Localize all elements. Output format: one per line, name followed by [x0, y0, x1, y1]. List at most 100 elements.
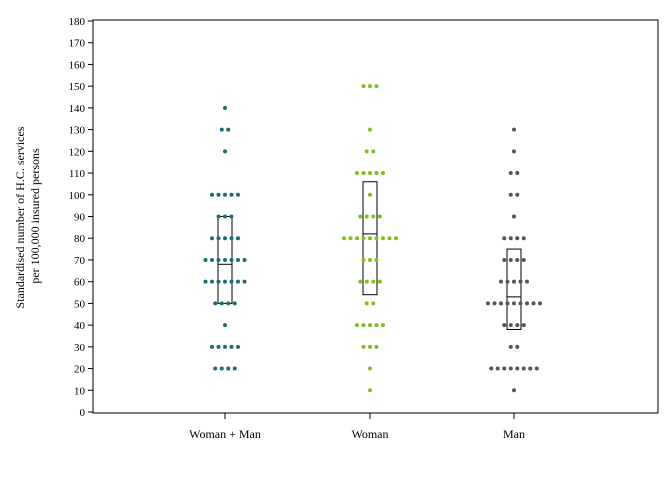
data-point — [232, 301, 237, 306]
y-tick-label: 180 — [69, 16, 86, 28]
y-tick-label: 80 — [74, 233, 86, 245]
data-point — [508, 257, 513, 262]
data-point — [216, 214, 221, 219]
data-point — [515, 366, 520, 371]
y-axis-label-line-2: per 100,000 insured persons — [28, 148, 42, 284]
data-point — [508, 236, 513, 241]
data-point — [223, 236, 227, 241]
data-point — [361, 84, 366, 89]
data-point — [342, 236, 346, 241]
data-point — [361, 171, 366, 176]
data-point — [213, 366, 218, 371]
data-point — [377, 214, 382, 219]
x-tick-label: Woman + Man — [189, 427, 261, 441]
data-point — [223, 192, 227, 197]
x-tick-label: Man — [503, 427, 525, 441]
data-point — [236, 236, 240, 241]
data-point — [358, 214, 363, 219]
y-tick-label: 160 — [69, 59, 86, 71]
data-point — [374, 257, 379, 262]
iqr-box — [506, 248, 522, 330]
data-point — [531, 301, 536, 306]
data-point — [229, 214, 234, 219]
x-axis: Woman + Man Woman Man — [189, 413, 525, 441]
data-point — [515, 257, 520, 262]
data-point — [232, 366, 237, 371]
plot-marks — [203, 84, 542, 393]
series-1 — [203, 105, 247, 371]
data-point — [534, 366, 539, 371]
data-point — [508, 323, 513, 328]
data-point — [508, 344, 513, 349]
data-point — [364, 149, 369, 154]
y-axis-label: Standardised number of H.C. services per… — [13, 124, 42, 309]
y-tick-label: 110 — [69, 168, 86, 180]
data-point — [518, 279, 523, 284]
data-point — [512, 279, 516, 284]
data-point — [499, 301, 503, 306]
data-point — [381, 171, 385, 176]
data-point — [210, 257, 214, 262]
data-point — [525, 301, 529, 306]
data-point — [512, 214, 516, 219]
y-tick-label: 100 — [69, 190, 86, 202]
data-point — [368, 84, 372, 89]
data-point — [538, 301, 542, 306]
data-point — [508, 192, 513, 197]
data-point — [387, 236, 392, 241]
data-point — [229, 344, 234, 349]
y-tick-label: 90 — [74, 212, 86, 224]
y-tick-label: 140 — [69, 103, 86, 115]
y-tick-label: 60 — [74, 277, 86, 289]
data-point — [368, 366, 372, 371]
data-point — [374, 323, 379, 328]
data-point — [236, 192, 240, 197]
y-tick-label: 40 — [74, 320, 86, 332]
data-point — [226, 301, 231, 306]
data-point — [371, 301, 376, 306]
data-point — [219, 127, 224, 132]
data-point — [515, 192, 520, 197]
data-point — [216, 344, 221, 349]
y-tick-label: 130 — [69, 125, 86, 137]
y-tick-label: 20 — [74, 364, 86, 376]
data-point — [223, 323, 227, 328]
data-point — [508, 171, 513, 176]
data-point — [361, 236, 366, 241]
data-point — [216, 257, 221, 262]
data-point — [502, 366, 507, 371]
y-tick-label: 50 — [74, 298, 86, 310]
y-tick-label: 70 — [74, 255, 86, 267]
data-point — [521, 257, 526, 262]
data-point — [203, 257, 208, 262]
data-point — [210, 344, 214, 349]
data-point — [229, 279, 234, 284]
series-2 — [342, 84, 398, 393]
data-point — [219, 301, 224, 306]
data-point — [361, 323, 366, 328]
data-point — [377, 279, 382, 284]
data-point — [515, 344, 520, 349]
y-tick-label: 170 — [69, 38, 86, 50]
y-axis: 0 10 20 30 40 50 60 70 80 90 100 110 120 130 140 150 160… — [69, 16, 93, 419]
data-point — [368, 388, 372, 393]
data-point — [229, 236, 234, 241]
data-point — [492, 301, 497, 306]
data-point — [512, 127, 516, 132]
data-point — [210, 192, 214, 197]
data-point — [371, 149, 376, 154]
data-point — [358, 279, 363, 284]
data-point — [502, 257, 507, 262]
data-point — [364, 301, 369, 306]
data-point — [355, 323, 359, 328]
data-point — [371, 214, 376, 219]
data-point — [223, 214, 227, 219]
data-point — [223, 279, 227, 284]
data-point — [216, 236, 221, 241]
data-point — [486, 301, 490, 306]
data-point — [374, 171, 379, 176]
data-point — [512, 301, 516, 306]
data-point — [368, 127, 372, 132]
data-point — [355, 236, 359, 241]
data-point — [515, 236, 520, 241]
